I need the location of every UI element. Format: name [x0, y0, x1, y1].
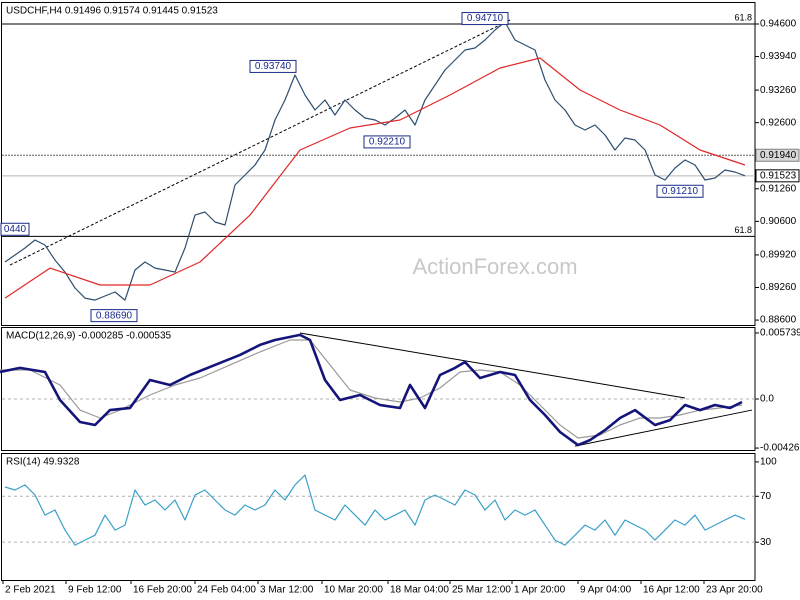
y-tick-label: 30 [760, 537, 772, 548]
y-tick-label: 0.88600 [760, 315, 797, 326]
annotation-box [656, 184, 704, 198]
y-tick-label: 0.90600 [760, 216, 797, 227]
series-line [4, 474, 746, 546]
x-tick-label: 2 Feb 2021 [5, 585, 56, 596]
x-tick-label: 10 Mar 20:00 [324, 585, 383, 596]
series-line [4, 57, 746, 299]
level-label: 61.8 [734, 12, 752, 22]
panel-title: USDCHF,H4 0.91496 0.91574 0.91445 0.9152… [6, 6, 218, 17]
annotation-label: 0.92210 [369, 137, 406, 148]
x-tick-label: 18 Mar 04:00 [390, 585, 449, 596]
annotation-box [90, 309, 138, 323]
y-tick-label: 0.0 [760, 394, 774, 405]
y-tick-label: 0.91260 [760, 183, 797, 194]
watermark: ActionForex.com [412, 254, 577, 279]
y-tick-label: 0.94600 [760, 19, 797, 30]
y-tick-label: 0.93260 [760, 85, 797, 96]
y-tick-label: 0.89920 [760, 250, 797, 261]
y-tick-label: 0.89260 [760, 282, 797, 293]
y-tick-label: 0.92600 [760, 117, 797, 128]
panel-frame [1, 327, 756, 451]
annotation-label: 0440 [4, 224, 27, 235]
annotation-box [461, 12, 509, 26]
level-label: 61.8 [734, 225, 752, 235]
marker-label: 0.91940 [760, 150, 797, 161]
y-tick-label: 0.93940 [760, 51, 797, 62]
x-tick-label: 9 Feb 12:00 [68, 585, 122, 596]
panel-frame [1, 2, 756, 326]
annotation-label: 0.91210 [662, 186, 699, 197]
x-tick-label: 16 Feb 20:00 [133, 585, 192, 596]
annotation-box [0, 222, 30, 236]
annotation-box [249, 59, 297, 73]
x-tick-label: 23 Apr 20:00 [706, 585, 763, 596]
trendline [299, 332, 686, 399]
panel-title: RSI(14) 49.9328 [6, 457, 80, 468]
series-line [4, 21, 746, 301]
y-tick-label: -0.004261 [760, 443, 800, 454]
y-tick-label: 100 [760, 457, 777, 468]
panel-title: MACD(12,26,9) -0.000285 -0.000535 [6, 331, 172, 342]
marker-box [755, 169, 800, 183]
annotation-label: 0.94710 [467, 13, 504, 24]
trendline [9, 19, 511, 266]
annotation-box [363, 135, 411, 149]
x-tick-label: 24 Feb 04:00 [197, 585, 256, 596]
annotation-label: 0.88690 [96, 310, 133, 321]
x-tick-label: 1 Apr 20:00 [514, 585, 566, 596]
series-line [0, 333, 743, 447]
marker-box [755, 148, 800, 162]
annotation-label: 0.93740 [255, 61, 292, 72]
x-tick-label: 25 Mar 12:00 [452, 585, 511, 596]
marker-label: 0.91523 [760, 170, 797, 181]
y-tick-label: 70 [760, 491, 772, 502]
panel-frame [1, 453, 756, 581]
trendline [574, 409, 753, 447]
x-tick-label: 9 Apr 04:00 [580, 585, 632, 596]
x-tick-label: 3 Mar 12:00 [260, 585, 314, 596]
x-tick-label: 16 Apr 12:00 [643, 585, 700, 596]
y-tick-label: 0.005739 [760, 328, 800, 339]
